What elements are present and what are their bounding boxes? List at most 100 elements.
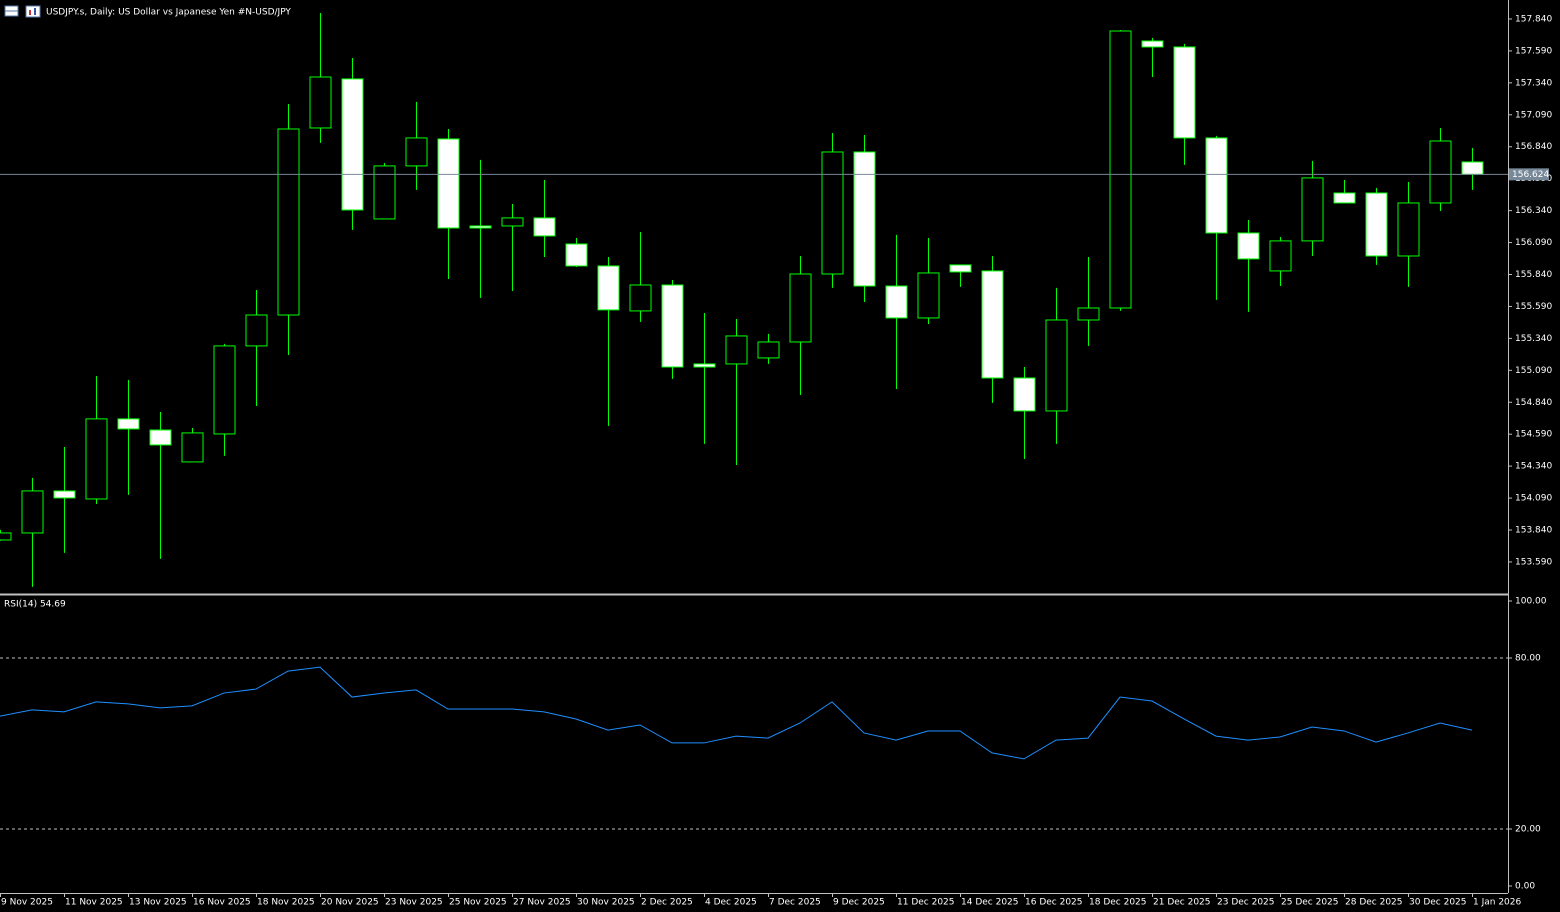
candle-body: [853, 151, 876, 287]
candle-body: [629, 284, 652, 312]
candle-body: [981, 270, 1004, 379]
candle-body: [1109, 30, 1132, 309]
candle-body: [0, 532, 12, 541]
candle-body: [1397, 202, 1420, 257]
y-tick-label: 153.590: [1515, 557, 1552, 567]
candle-body: [213, 345, 236, 435]
y-tick-label: 154.590: [1515, 430, 1552, 440]
candle-body: [1461, 161, 1484, 175]
x-tick-label: 25 Nov 2025: [449, 898, 507, 908]
y-tick-label: 157.590: [1515, 46, 1552, 56]
candle-body: [917, 272, 940, 319]
candle-body: [1173, 46, 1196, 139]
y-tick-label: 156.090: [1515, 238, 1552, 248]
y-tick-label: 155.340: [1515, 334, 1552, 344]
x-tick-label: 13 Nov 2025: [129, 898, 187, 908]
candle-body: [1013, 377, 1036, 412]
y-tick-label: 157.090: [1515, 110, 1552, 120]
candle-body: [597, 265, 620, 311]
x-tick-label: 2 Dec 2025: [641, 898, 693, 908]
y-tick-label: 157.340: [1515, 78, 1552, 88]
indicator-title: RSI(14) 54.69: [4, 600, 66, 610]
candle-body: [437, 138, 460, 229]
candle-body: [501, 217, 524, 227]
candle-body: [405, 137, 428, 167]
x-tick-label: 1 Jan 2026: [1473, 898, 1521, 908]
candle-body: [85, 418, 108, 500]
x-tick-label: 9 Nov 2025: [1, 898, 53, 908]
x-tick-label: 21 Dec 2025: [1153, 898, 1211, 908]
x-tick-label: 4 Dec 2025: [705, 898, 757, 908]
x-tick-label: 14 Dec 2025: [961, 898, 1019, 908]
candle-body: [1141, 40, 1164, 48]
y-tick-label: 156.340: [1515, 206, 1552, 216]
candle-body: [789, 273, 812, 343]
candle-body: [885, 285, 908, 319]
candle-body: [341, 78, 364, 211]
candle-body: [565, 243, 588, 267]
candle-body: [725, 335, 748, 365]
x-tick-label: 28 Dec 2025: [1345, 898, 1403, 908]
x-tick-label: 30 Nov 2025: [577, 898, 635, 908]
candle-body: [1301, 177, 1324, 242]
candle-body: [1333, 192, 1356, 204]
icon-chart: [25, 5, 41, 18]
x-tick-label: 25 Dec 2025: [1281, 898, 1339, 908]
x-tick-label: 7 Dec 2025: [769, 898, 821, 908]
x-tick-label: 30 Dec 2025: [1409, 898, 1467, 908]
x-tick-label: 11 Nov 2025: [65, 898, 123, 908]
y-tick-label: 154.340: [1515, 462, 1552, 472]
candle-body: [757, 341, 780, 359]
candle-body: [693, 363, 716, 368]
y-tick-label: 20.00: [1515, 825, 1541, 835]
candle-body: [1365, 192, 1388, 257]
candle-body: [53, 490, 76, 499]
y-tick-label: 156.840: [1515, 142, 1552, 152]
x-tick-label: 11 Dec 2025: [897, 898, 955, 908]
plot-area: [0, 12, 1484, 587]
candle-body: [1237, 232, 1260, 260]
chart-title: USDJPY.s, Daily: US Dollar vs Japanese Y…: [46, 8, 291, 18]
y-tick-label: 157.840: [1515, 14, 1552, 24]
x-tick-label: 18 Nov 2025: [257, 898, 315, 908]
x-tick-label: 16 Dec 2025: [1025, 898, 1083, 908]
candle-body: [117, 418, 140, 430]
candle-body: [661, 284, 684, 368]
candle-body: [949, 264, 972, 273]
y-tick-label: 154.840: [1515, 398, 1552, 408]
candle-body: [1045, 319, 1068, 412]
candle-body: [821, 151, 844, 275]
candle-body: [1077, 307, 1100, 321]
x-tick-label: 16 Nov 2025: [193, 898, 251, 908]
x-tick-label: 23 Nov 2025: [385, 898, 443, 908]
candle-body: [373, 165, 396, 220]
candle-body: [277, 128, 300, 316]
x-tick-label: 27 Nov 2025: [513, 898, 571, 908]
candle-body: [149, 429, 172, 446]
candle-body: [245, 314, 268, 347]
y-tick-label: 155.840: [1515, 270, 1552, 280]
y-tick-label: 155.590: [1515, 302, 1552, 312]
y-tick-label: 153.840: [1515, 526, 1552, 536]
rsi-line: [0, 666, 1473, 760]
current-price-label: 156.624: [1512, 170, 1549, 180]
y-tick-label: 100.00: [1515, 597, 1547, 607]
current-price-box: [1509, 168, 1549, 181]
candle-body: [533, 217, 556, 237]
y-tick-label: 154.090: [1515, 494, 1552, 504]
x-tick-label: 18 Dec 2025: [1089, 898, 1147, 908]
candle-body: [1205, 137, 1228, 234]
x-tick-label: 9 Dec 2025: [833, 898, 885, 908]
y-tick-label: 155.090: [1515, 366, 1552, 376]
y-tick-label: 0.00: [1515, 882, 1535, 892]
candle-body: [469, 225, 492, 229]
y-tick-label: 80.00: [1515, 654, 1541, 664]
candle-body: [309, 76, 332, 129]
title-icons: [4, 5, 41, 18]
candle-body: [21, 490, 44, 534]
icon-bar: [29, 10, 31, 15]
candle-body: [181, 432, 204, 463]
